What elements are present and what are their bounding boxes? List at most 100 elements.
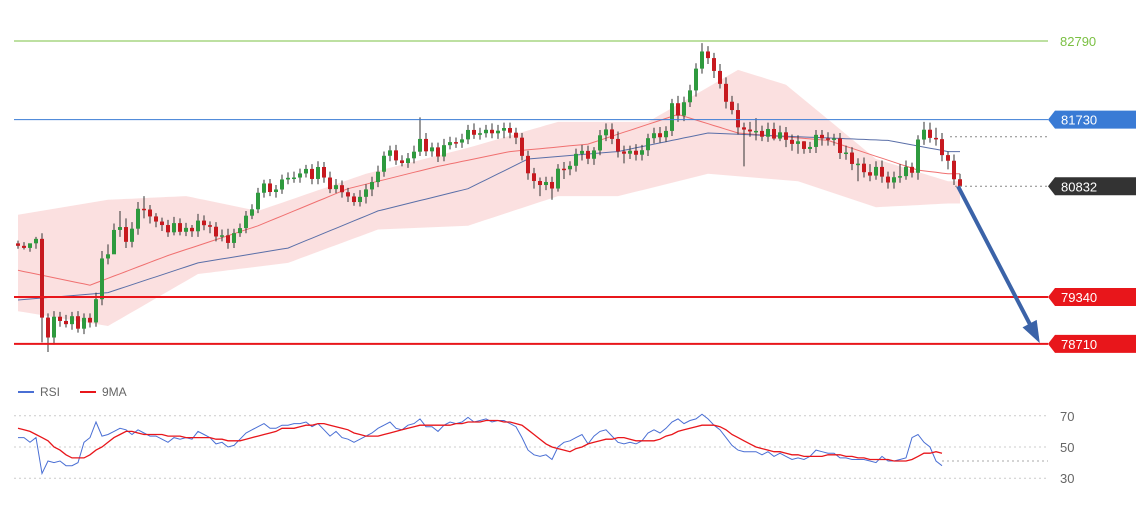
candle-body [748, 129, 752, 132]
candle-body [208, 225, 212, 227]
candle-body [190, 227, 194, 232]
candle-body [334, 185, 338, 190]
candle-body [598, 135, 602, 151]
candle-body [844, 152, 848, 155]
candle-body [628, 150, 632, 154]
candle-body [220, 235, 224, 237]
candle-body [520, 137, 524, 156]
candle-body [298, 173, 302, 178]
candle-body [742, 127, 746, 130]
candle-body [172, 223, 176, 233]
candle-body [664, 130, 668, 138]
candle-body [532, 173, 536, 182]
candle-body [574, 153, 578, 166]
candle-body [790, 139, 794, 144]
candle-body [382, 155, 386, 172]
candle-body [490, 129, 494, 134]
candle-body [376, 171, 380, 183]
level-label: 79340 [1061, 290, 1097, 305]
level-badge [1048, 110, 1136, 129]
candle-body [922, 129, 926, 140]
level-label: 78710 [1061, 337, 1097, 352]
candle-body [634, 150, 638, 155]
candle-body [280, 179, 284, 190]
candle-body [106, 254, 110, 259]
candle-body [130, 228, 134, 242]
candle-body [94, 299, 98, 323]
candle-body [70, 316, 74, 325]
band-fill [18, 69, 960, 327]
candle-body [352, 196, 356, 203]
candle-body [754, 130, 758, 133]
candle-body [268, 183, 272, 193]
candle-body [112, 229, 116, 255]
candle-body [472, 129, 476, 135]
candle-body [418, 138, 422, 152]
candle-body [904, 166, 908, 177]
candle-body [340, 185, 344, 193]
candle-body [526, 155, 530, 174]
candle-body [880, 166, 884, 177]
candle-body [856, 163, 860, 166]
candle-body [760, 130, 764, 137]
candle-body [370, 182, 374, 190]
candle-body [832, 138, 836, 140]
candle-body [310, 168, 314, 179]
candle-body [28, 243, 32, 248]
candle-body [424, 138, 428, 152]
candle-body [544, 181, 548, 186]
candle-body [946, 155, 950, 161]
candle-body [514, 132, 518, 138]
candle-body [796, 141, 800, 144]
rsi-panel: 70 50 30 [14, 409, 1074, 486]
candle-body [700, 51, 704, 69]
candle-body [88, 317, 92, 323]
candle-body [328, 177, 332, 190]
candle-body [562, 168, 566, 171]
candle-body [580, 150, 584, 154]
candle-body [250, 209, 254, 216]
candle-body [688, 90, 692, 103]
candle-body [292, 177, 296, 180]
candle-body [388, 150, 392, 156]
candle-body [478, 133, 482, 135]
candle-body [184, 227, 188, 232]
arrow-head [1022, 319, 1040, 344]
candle-body [118, 227, 122, 230]
rsi-tick-label: 70 [1060, 409, 1074, 424]
candle-body [694, 68, 698, 91]
candle-body [346, 192, 350, 197]
level-label: 81730 [1061, 113, 1097, 128]
candle-body [76, 316, 80, 329]
candle-body [550, 181, 554, 189]
candle-body [820, 134, 824, 139]
rsi-legend: RSI 9MA [18, 385, 127, 399]
moving-averages [17, 113, 960, 301]
candle-body [40, 238, 44, 318]
candle-body [682, 102, 686, 116]
candle-body [670, 103, 674, 131]
candle-body [436, 147, 440, 157]
candle-body [592, 150, 596, 159]
candle-body [826, 138, 830, 140]
legend-label: RSI [40, 385, 60, 399]
candle-body [286, 177, 290, 180]
candle-body [178, 223, 182, 232]
candle-body [412, 151, 416, 159]
candle-body [202, 220, 206, 226]
arrow-shaft [956, 185, 1039, 339]
candle-body [304, 168, 308, 174]
candle-body [358, 196, 362, 203]
candle-body [808, 146, 812, 149]
candle-body [874, 166, 878, 176]
candle-body [676, 103, 680, 116]
candle-body [454, 142, 458, 144]
candle-body [868, 172, 872, 176]
candle-body [154, 216, 158, 222]
candles [16, 43, 962, 352]
candle-body [100, 258, 104, 300]
candle-body [430, 147, 434, 152]
candle-body [316, 166, 320, 179]
candle-body [898, 176, 902, 178]
